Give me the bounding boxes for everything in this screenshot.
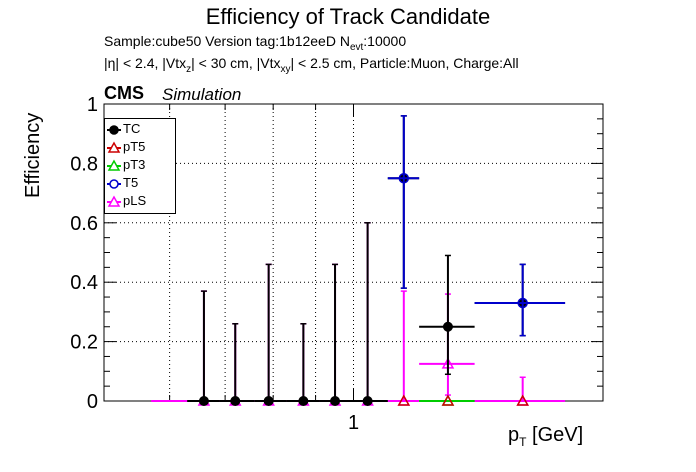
y-tick-label: 0	[87, 391, 98, 413]
legend-marker	[107, 141, 121, 153]
legend-label: TC	[123, 121, 141, 136]
chart-title: Efficiency of Track Candidate	[205, 4, 491, 29]
legend-label: pLS	[123, 193, 147, 208]
marker-T5	[517, 297, 528, 309]
simulation-label: Simulation	[162, 85, 242, 104]
marker-TC	[298, 396, 309, 406]
legend-label: pT5	[123, 139, 146, 154]
legend-marker	[107, 179, 121, 189]
marker-TC	[362, 396, 373, 406]
marker-pT5	[441, 394, 455, 406]
marker-pT5	[397, 394, 411, 406]
y-tick-label: 0.2	[70, 332, 98, 354]
legend-label: pT3	[123, 157, 146, 172]
x-tick-label: 1	[348, 412, 359, 434]
selection-cuts-line: |η| < 2.4, |Vtxz| < 30 cm, |Vtxxy| < 2.5…	[104, 55, 519, 75]
legend-entry: pT3	[105, 157, 175, 175]
legend-marker	[107, 159, 121, 171]
marker-pT5	[516, 394, 529, 406]
marker-TC	[330, 396, 341, 406]
marker-TC	[442, 321, 453, 332]
legend-marker	[107, 125, 121, 135]
cms-label: CMS	[104, 83, 144, 103]
marker-TC	[198, 396, 209, 406]
marker-TC	[263, 396, 274, 406]
legend-entry: T5	[105, 175, 175, 193]
x-axis-label: pT [GeV]	[508, 424, 584, 449]
y-tick-label: 0.4	[70, 272, 98, 294]
legend: TC pT5 pT3 T5 pLS	[104, 118, 176, 214]
marker-T5	[398, 173, 410, 184]
legend-entry: TC	[105, 121, 175, 139]
legend-entry: pLS	[105, 193, 175, 211]
sample-info-line: Sample:cube50 Version tag:1b12eeD Nevt:1…	[104, 33, 407, 53]
legend-entry: pT5	[105, 139, 175, 157]
y-tick-label: 0.6	[70, 213, 98, 235]
y-tick-label: 1	[87, 94, 98, 116]
legend-label: T5	[123, 175, 139, 190]
marker-TC	[230, 396, 241, 406]
y-tick-label: 0.8	[70, 153, 98, 175]
legend-marker	[107, 195, 121, 207]
